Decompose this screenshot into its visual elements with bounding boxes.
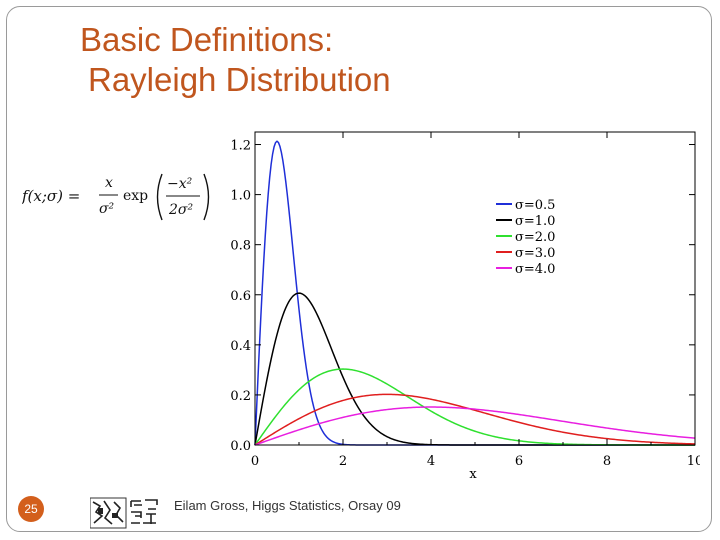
- y-tick-label: 0.6: [230, 289, 251, 304]
- y-tick-label: 0.2: [230, 389, 251, 404]
- slide-title: Basic Definitions: Rayleigh Distribution: [80, 20, 391, 100]
- rayleigh-formula: f(x;σ) = x σ² exp −x² 2σ²: [22, 173, 210, 221]
- x-tick-label: 8: [603, 454, 611, 469]
- y-tick-label: 0.4: [230, 339, 251, 354]
- ticks-layer: 0.0 0.2 0.4 0.6 0.8 1.0 1.2 0 2 4 6 8 10: [230, 132, 700, 469]
- series-layer: [254, 140, 696, 446]
- series-line-1: [254, 140, 695, 446]
- page-number-badge: 25: [18, 496, 44, 522]
- legend-label: σ=4.0: [515, 262, 555, 277]
- x-axis-label: x: [469, 467, 477, 482]
- formula-lhs: f(x;σ) =: [22, 187, 80, 205]
- formula-left-paren: [156, 173, 163, 221]
- legend-label: σ=3.0: [515, 246, 555, 261]
- formula-frac-den: σ²: [99, 201, 115, 217]
- slide-title-line-1: Basic Definitions:: [80, 21, 334, 58]
- rayleigh-chart: 0.00.20.40.60.81.01.20 2 4 6 8 10 σ=0.5σ=1.0σ…: [230, 131, 700, 482]
- weizmann-logo-icon: [90, 497, 158, 529]
- formula-arg-den: 2σ²: [168, 202, 193, 218]
- footer-text: Eilam Gross, Higgs Statistics, Orsay 09: [174, 498, 401, 513]
- plot-frame: [254, 131, 696, 446]
- legend-label: σ=2.0: [515, 230, 555, 245]
- formula-frac-num: x: [105, 175, 113, 191]
- slide-frame: [6, 6, 712, 532]
- series-line-4: [254, 393, 696, 446]
- legend-label: σ=0.5: [515, 198, 555, 213]
- x-tick-label: 2: [339, 454, 347, 469]
- series-line-5: [254, 406, 696, 446]
- series-line-2: [254, 292, 695, 446]
- x-tick-label: 4: [427, 454, 435, 469]
- formula-arg-num: −x²: [167, 176, 193, 192]
- y-tick-label: 1.2: [230, 139, 251, 154]
- x-tick-label: 6: [515, 454, 523, 469]
- chart-legend: σ=0.5σ=1.0σ=2.0σ=3.0σ=4.0: [496, 198, 555, 277]
- x-tick-label: 10: [687, 454, 700, 469]
- y-tick-label: 0.0: [230, 439, 251, 454]
- slide-title-line-2: Rayleigh Distribution: [88, 61, 391, 98]
- y-tick-label: 1.0: [230, 189, 251, 204]
- formula-func: exp: [123, 188, 148, 204]
- formula-right-paren: [203, 173, 210, 221]
- legend-label: σ=1.0: [515, 214, 555, 229]
- x-tick-label: 0: [251, 454, 259, 469]
- y-tick-label: 0.8: [230, 239, 251, 254]
- series-line-3: [254, 368, 695, 446]
